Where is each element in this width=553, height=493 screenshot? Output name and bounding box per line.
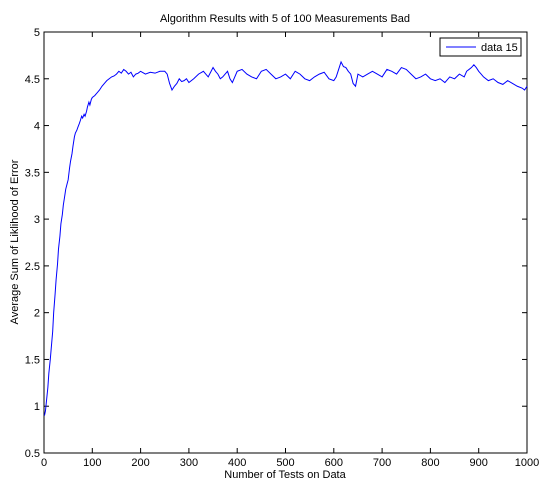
legend: data 15 xyxy=(439,37,522,57)
x-tick-label: 900 xyxy=(470,457,488,469)
y-tick-label: 3 xyxy=(34,214,40,226)
series-line-data-15 xyxy=(43,60,528,416)
y-axis-label: Average Sum of Liklihood of Error xyxy=(9,159,21,324)
x-tick-label: 600 xyxy=(325,457,343,469)
y-tick-label: 1 xyxy=(34,401,40,413)
y-tick-label: 4.5 xyxy=(25,74,40,86)
series-group xyxy=(43,60,528,416)
x-tick-label: 1000 xyxy=(515,457,539,469)
plot-area xyxy=(43,31,528,454)
y-tick-label: 5 xyxy=(34,27,40,39)
x-tick-label: 500 xyxy=(276,457,294,469)
x-tick-label: 800 xyxy=(421,457,439,469)
x-tick-label: 100 xyxy=(83,457,101,469)
y-tick-label: 4 xyxy=(34,121,40,133)
legend-box xyxy=(439,37,522,57)
y-tick-label: 1.5 xyxy=(25,354,40,366)
axis-ticks xyxy=(43,31,528,454)
legend-label-data-15: data 15 xyxy=(481,42,518,54)
x-tick-label: 0 xyxy=(41,457,47,469)
x-tick-label: 200 xyxy=(131,457,149,469)
x-tick-label: 300 xyxy=(180,457,198,469)
chart-title: Algorithm Results with 5 of 100 Measurem… xyxy=(160,13,410,25)
x-tick-label: 700 xyxy=(373,457,391,469)
y-tick-label: 3.5 xyxy=(25,167,40,179)
y-tick-label: 0.5 xyxy=(25,448,40,460)
tick-labels: 0 100 200 300 400 500 600 700 800 900 1000 0.5 1 1.5 2… xyxy=(25,27,540,469)
x-tick-label: 400 xyxy=(228,457,246,469)
y-tick-label: 2 xyxy=(34,308,40,320)
x-axis-label: Number of Tests on Data xyxy=(224,469,346,481)
y-tick-label: 2.5 xyxy=(25,261,40,273)
